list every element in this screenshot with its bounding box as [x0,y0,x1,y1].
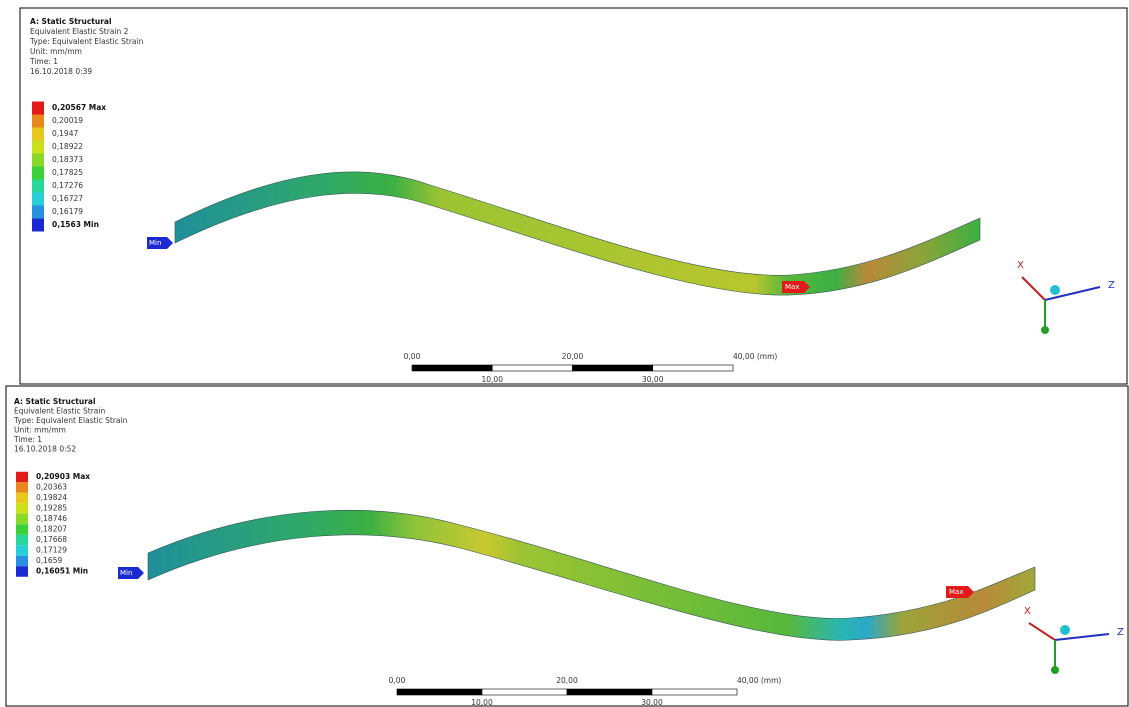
triad-x-axis [1021,276,1046,301]
legend-swatch [16,555,28,567]
scale-segment [481,688,568,696]
max-label: Max [785,283,799,291]
legend-label: 0,17129 [36,546,67,555]
result-info: Time: 1 [29,57,58,66]
legend-label: 0,17668 [36,535,67,544]
legend-swatch [16,492,28,504]
legend-label: 0,20019 [52,116,83,125]
legend-label: 0,18207 [36,525,67,534]
legend-swatch [16,503,28,514]
result-title: A: Static Structural [30,17,112,26]
scale-segment [652,364,734,372]
min-tag [147,237,173,249]
scale-segment [491,364,573,372]
beam-model [174,171,981,296]
legend-swatch [32,114,44,128]
legend-swatch [32,127,44,141]
legend-swatch [32,101,44,115]
legend-label: 0,16179 [52,207,83,216]
scale-label: 0,00 [404,352,421,361]
legend-label: 0,1563 Min [52,220,99,229]
legend-label: 0,18922 [52,142,83,151]
result-info: 16.10.2018 0:52 [14,445,76,454]
legend-swatch [32,166,44,180]
legend-label: 0,1659 [36,556,62,565]
legend-swatch [16,566,28,577]
legend-label: 0,17825 [52,168,83,177]
min-tag [118,567,144,579]
legend-label: 0,20567 Max [52,103,106,112]
scale-segment [651,688,738,696]
max-tag [946,586,974,598]
legend-swatch [16,513,28,525]
max-tag [782,281,810,293]
triad-z-axis [1044,286,1101,301]
scale-label: 0,00 [389,676,406,685]
triad-origin [1050,285,1060,295]
legend-swatch [32,205,44,219]
legend-swatch [32,153,44,167]
panel-frame [19,7,1128,385]
legend-label: 0,20363 [36,483,67,492]
result-title: A: Static Structural [14,397,96,406]
legend-swatch [32,218,44,232]
triad-x-label: X [1024,606,1031,617]
legend-swatch [16,471,28,483]
result-info: Unit: mm/mm [30,47,82,56]
min-label: Min [149,239,161,247]
result-info: Type: Equivalent Elastic Strain [29,37,144,46]
legend-label: 0,18373 [52,155,83,164]
legend-swatch [32,179,44,193]
panel-frame [5,385,1129,707]
triad-y-end [1041,326,1049,334]
triad-origin [1060,625,1070,635]
result-info: 16.10.2018 0:39 [30,67,92,76]
legend-swatch [32,192,44,206]
scale-segment [396,688,483,696]
scale-segment [572,364,654,372]
scale-label: 40,00 (mm) [733,352,777,361]
legend-label: 0,19285 [36,504,67,513]
beam-model [147,509,1036,641]
legend-label: 0,17276 [52,181,83,190]
legend-label: 0,1947 [52,129,78,138]
scale-label: 20,00 [556,676,578,685]
scale-label: 10,00 [482,375,504,384]
result-info: Unit: mm/mm [14,426,66,435]
result-info: Time: 1 [13,435,42,444]
scale-label: 40,00 (mm) [737,676,781,685]
legend-label: 0,16727 [52,194,83,203]
result-info: Equivalent Elastic Strain [14,407,105,416]
legend-label: 0,18746 [36,514,67,523]
legend-label: 0,19824 [36,493,67,502]
max-label: Max [949,588,963,596]
legend-swatch [16,545,28,556]
legend-swatch [16,482,28,493]
min-label: Min [120,569,132,577]
legend-label: 0,20903 Max [36,472,90,481]
scale-label: 10,00 [471,698,493,707]
triad-x-axis [1028,622,1056,641]
triad-z-axis [1054,633,1110,641]
legend-swatch [32,140,44,154]
scale-segment [411,364,493,372]
triad-y-end [1051,666,1059,674]
scale-label: 30,00 [641,698,663,707]
scale-label: 30,00 [642,375,664,384]
scale-label: 20,00 [562,352,584,361]
result-info: Type: Equivalent Elastic Strain [13,416,128,425]
scale-segment [566,688,653,696]
result-info: Equivalent Elastic Strain 2 [30,27,129,36]
triad-z-label: Z [1117,627,1124,638]
legend-label: 0,16051 Min [36,567,88,576]
legend-swatch [16,524,28,535]
triad-x-label: X [1017,260,1024,271]
legend-swatch [16,534,28,546]
triad-z-label: Z [1108,280,1115,291]
